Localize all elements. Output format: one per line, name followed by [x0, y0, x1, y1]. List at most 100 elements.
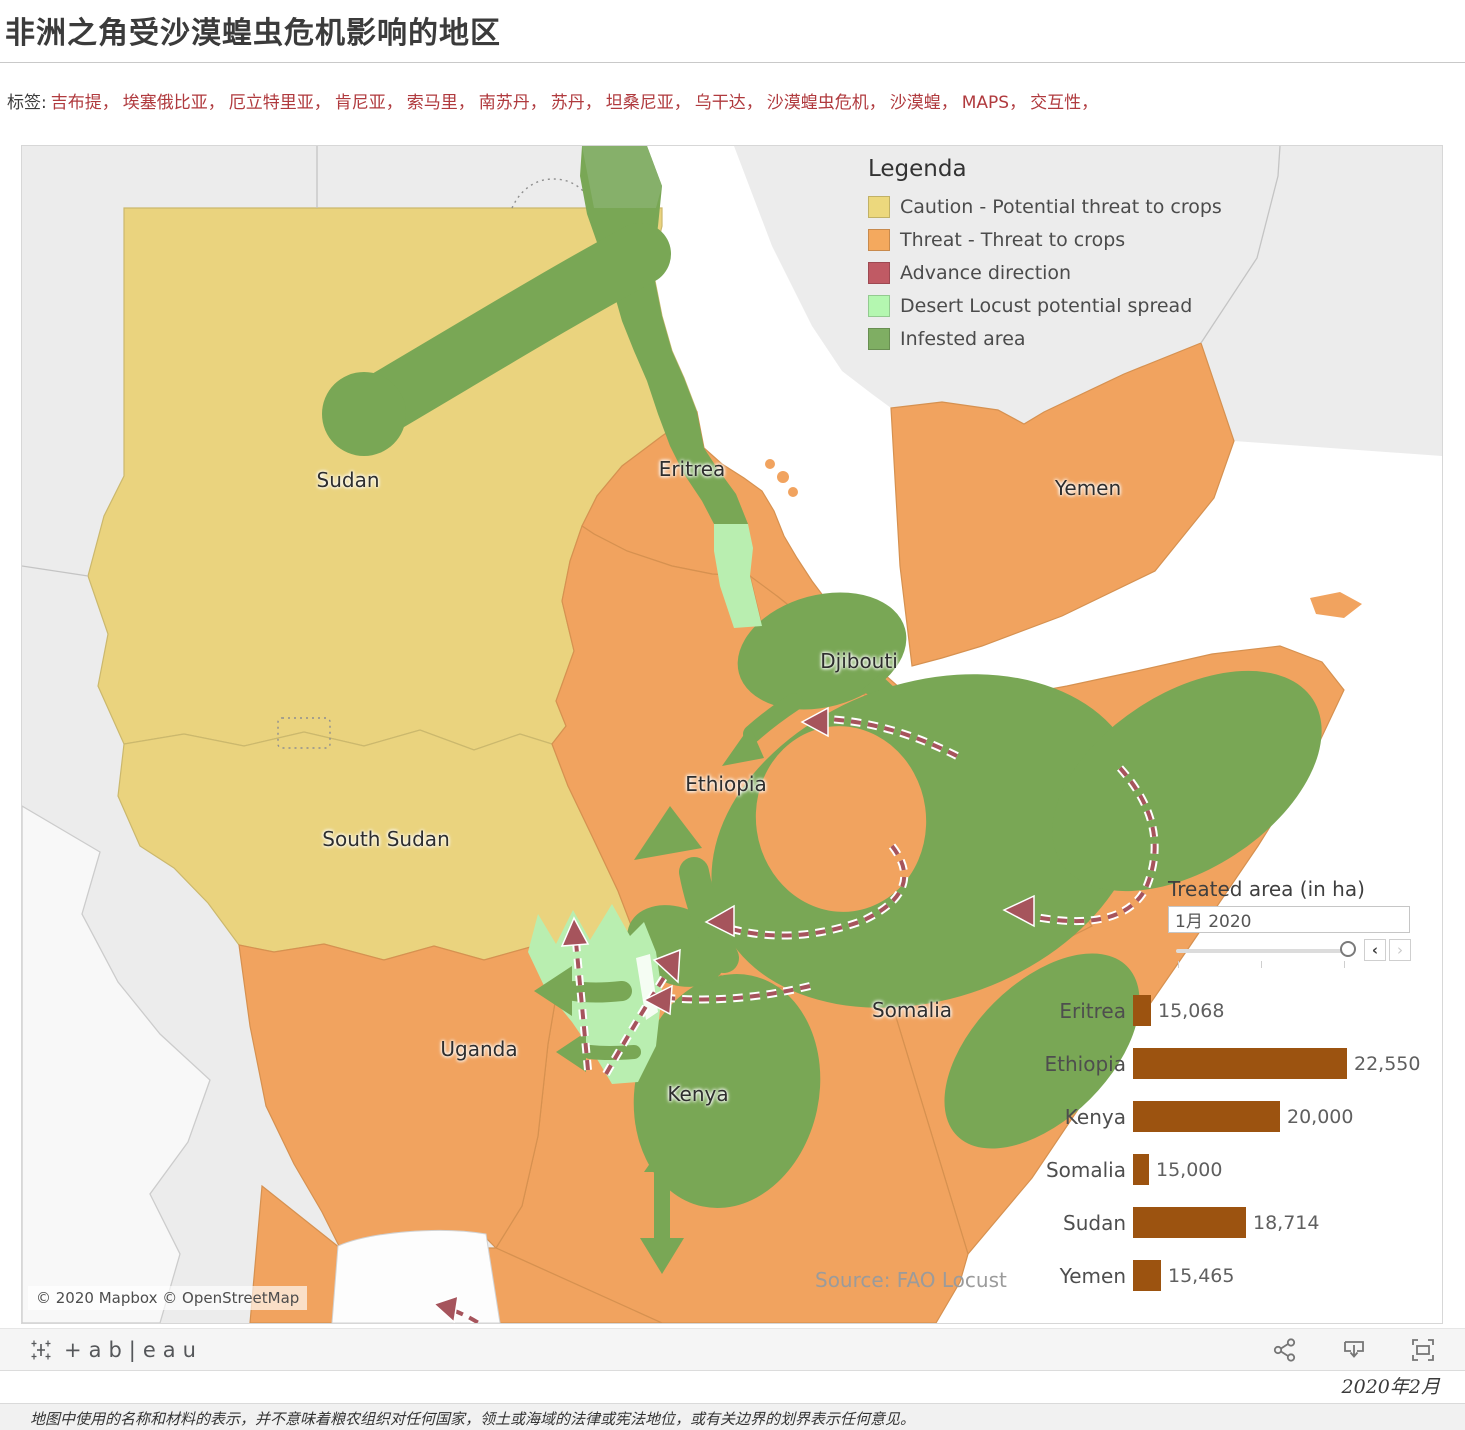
tag-link[interactable]: 厄立特里亚，: [228, 93, 331, 113]
advance-arrows: [432, 706, 1159, 1323]
chart-category-label: Yemen: [1059, 1263, 1126, 1288]
legend-label: Advance direction: [900, 261, 1072, 284]
spread-coast-strip: [714, 524, 762, 628]
map-attribution: © 2020 Mapbox © OpenStreetMap: [28, 1286, 308, 1310]
chart-category-label: Eritrea: [1059, 998, 1126, 1023]
chart-row: Eritrea 15,068: [1030, 995, 1440, 1026]
label-sudan: Sudan: [316, 468, 380, 492]
socotra-island: [1310, 592, 1362, 618]
chart-bar[interactable]: [1133, 1154, 1149, 1185]
chart-bar[interactable]: [1133, 1260, 1161, 1291]
infested-egypt-tip: [582, 146, 662, 208]
tags-row: 标签: 吉布提， 埃塞俄比亚， 厄立特里亚， 肯尼亚， 索马里， 南苏丹， 苏丹， 坦桑尼亚，乌…: [7, 88, 1098, 113]
label-eritrea: Eritrea: [658, 457, 726, 481]
tag-link[interactable]: 埃塞俄比亚，: [122, 93, 225, 113]
treated-area-chart: Eritrea 15,068 Ethiopia 22,550 Kenya 20,000 So…: [1030, 995, 1440, 1313]
legend-swatch: [868, 195, 890, 218]
download-icon[interactable]: [1341, 1337, 1367, 1363]
slider-handle[interactable]: [1340, 941, 1356, 957]
chart-value: 22,550: [1354, 1052, 1421, 1075]
treated-area-panel: Treated area (in ha) ‹ ›: [1168, 877, 1420, 968]
legend-swatch: [868, 261, 890, 284]
infested-kenya: [633, 974, 821, 1208]
tags-label: 标签:: [7, 93, 47, 113]
tableau-logo-icon: [31, 1340, 51, 1360]
chart-value: 18,714: [1253, 1211, 1320, 1234]
legend-item[interactable]: Caution - Potential threat to crops: [868, 190, 1222, 223]
tableau-wordmark: +ab|eau: [64, 1338, 203, 1362]
chart-bar[interactable]: [1133, 995, 1151, 1026]
period-input[interactable]: [1168, 906, 1410, 933]
tag-link[interactable]: 交互性，: [1030, 93, 1099, 113]
fullscreen-icon[interactable]: [1410, 1337, 1436, 1363]
page-title: 非洲之角受沙漠蝗虫危机影响的地区: [5, 17, 501, 50]
tag-link[interactable]: MAPS，: [961, 93, 1027, 113]
chart-row: Somalia 15,000: [1030, 1154, 1440, 1185]
legend-item[interactable]: Advance direction: [868, 256, 1222, 289]
legend: Legenda Caution - Potential threat to cr…: [868, 156, 1222, 355]
legend-swatch: [868, 228, 890, 251]
chart-value: 15,000: [1156, 1158, 1223, 1181]
tag-link[interactable]: 沙漠蝗虫危机，: [766, 93, 886, 113]
infested-sudan-arm: [351, 223, 671, 435]
infested-djibouti: [737, 592, 907, 710]
infested-horn-se: [944, 953, 1140, 1149]
label-djibouti: Djibouti: [820, 649, 898, 673]
drc-region[interactable]: [22, 805, 211, 1323]
tag-link[interactable]: 沙漠蝗，: [889, 93, 958, 113]
label-kenya: Kenya: [667, 1082, 729, 1106]
step-forward-button[interactable]: ›: [1389, 939, 1411, 961]
chart-value: 15,465: [1168, 1264, 1235, 1287]
label-uganda: Uganda: [440, 1037, 518, 1061]
tag-link[interactable]: 乌干达，: [694, 93, 763, 113]
label-south-sudan: South Sudan: [322, 827, 450, 851]
tag-link[interactable]: 吉布提，: [50, 93, 119, 113]
share-icon[interactable]: [1272, 1337, 1298, 1363]
slider-track[interactable]: [1176, 949, 1348, 953]
tag-link[interactable]: 坦桑尼亚，: [605, 93, 691, 113]
data-source: Source: FAO Locust: [815, 1268, 1007, 1292]
treated-area-title: Treated area (in ha): [1168, 877, 1365, 901]
label-ethiopia: Ethiopia: [685, 772, 767, 796]
infested-sudan-bulb: [322, 372, 406, 456]
yemen-region[interactable]: [890, 342, 1235, 667]
chart-value: 20,000: [1287, 1105, 1354, 1128]
infested-horn-ne: [1052, 670, 1322, 892]
legend-item[interactable]: Desert Locust potential spread: [868, 289, 1222, 322]
date-note: 2020年2月: [1341, 1376, 1440, 1398]
green-mass-hole: [755, 726, 927, 912]
tag-link[interactable]: 苏丹，: [550, 93, 602, 113]
legend-swatch: [868, 294, 890, 317]
chart-bar[interactable]: [1133, 1101, 1280, 1132]
chart-category-label: Somalia: [1045, 1157, 1126, 1182]
neighbor-borders: [22, 146, 1281, 577]
chart-category-label: Kenya: [1064, 1104, 1126, 1129]
dahlak-islands: [765, 459, 798, 497]
step-back-button[interactable]: ‹: [1364, 939, 1386, 961]
uganda-region[interactable]: [238, 943, 584, 1249]
lake-victoria: [331, 1229, 501, 1323]
chart-bar[interactable]: [1133, 1207, 1246, 1238]
tag-link[interactable]: 索马里，: [406, 93, 475, 113]
ocean: [647, 146, 1442, 1323]
chart-bar[interactable]: [1133, 1048, 1347, 1079]
period-slider[interactable]: ‹ ›: [1168, 939, 1411, 968]
tableau-toolbar: +ab|eau: [0, 1328, 1465, 1371]
tag-link[interactable]: 南苏丹，: [478, 93, 547, 113]
chart-category-label: Sudan: [1063, 1210, 1126, 1235]
locust-map[interactable]: [22, 146, 1442, 1323]
legend-item[interactable]: Threat - Threat to crops: [868, 223, 1222, 256]
legend-label: Caution - Potential threat to crops: [900, 195, 1222, 218]
chart-row: Sudan 18,714: [1030, 1207, 1440, 1238]
tag-link[interactable]: 肯尼亚，: [334, 93, 403, 113]
legend-item[interactable]: Infested area: [868, 322, 1222, 355]
legend-title: Legenda: [868, 156, 967, 182]
chart-category-label: Ethiopia: [1044, 1051, 1126, 1076]
chart-value: 15,068: [1158, 999, 1225, 1022]
map-viewport[interactable]: Sudan Eritrea Yemen Djibouti Ethiopia So…: [21, 145, 1443, 1324]
legend-swatch: [868, 327, 890, 350]
legend-label: Desert Locust potential spread: [900, 294, 1193, 317]
disclaimer-text: 地图中使用的名称和材料的表示，并不意味着粮农组织对任何国家，领土或海域的法律或宪…: [30, 1410, 916, 1428]
tableau-logo[interactable]: +ab|eau: [28, 1337, 203, 1363]
label-yemen: Yemen: [1054, 476, 1122, 500]
